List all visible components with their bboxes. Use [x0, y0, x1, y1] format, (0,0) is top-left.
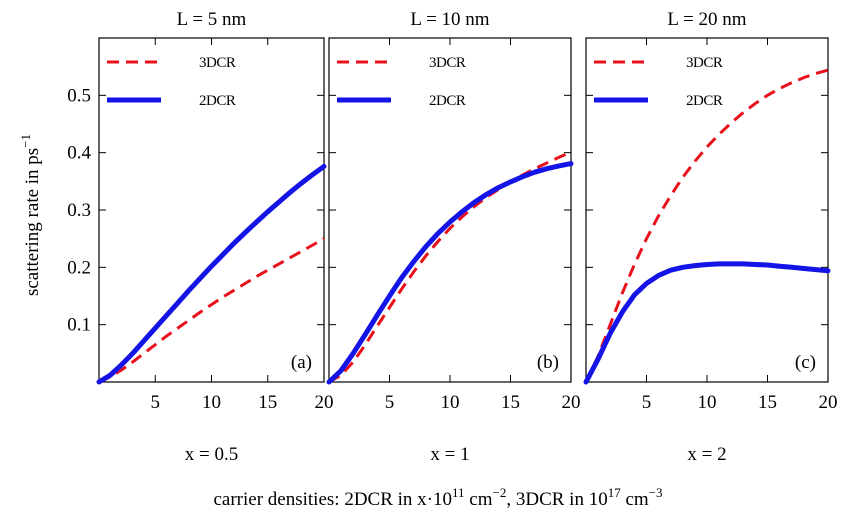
x-tick-label: 15 — [258, 392, 277, 413]
panel-parameter-label: x = 1 — [430, 444, 469, 465]
series-line-2dcr — [326, 161, 574, 385]
y-tick-label: 0.3 — [67, 200, 91, 221]
panel-title: L = 10 nm — [410, 9, 489, 30]
legend-label-3dcr: 3DCR — [686, 55, 723, 71]
series-line-3dcr — [584, 68, 829, 383]
panel-2: L = 10 nm 5 10 15 20 3DCR 2DCR (b) x = 1 — [326, 9, 581, 465]
legend-label-3dcr: 3DCR — [199, 55, 236, 71]
y-tick-label: 0.5 — [67, 85, 91, 106]
legend-label-2dcr: 2DCR — [199, 93, 236, 109]
x-tick-label: 10 — [698, 392, 717, 413]
x-tick-label: 5 — [385, 392, 395, 413]
y-tick-label: 0.1 — [67, 315, 91, 336]
chart-panels: L = 5 nm 5 10 15 20 0.1 0.2 0.3 0.4 0.5 3DCR 2DCR (a… — [67, 9, 837, 465]
y-axis-label: scattering rate in ps−1 — [18, 134, 43, 296]
x-tick-label: 5 — [642, 392, 652, 413]
series-line-2dcr — [96, 163, 327, 385]
panel-label: (c) — [795, 352, 816, 373]
plot-frame — [585, 37, 829, 383]
legend-label-2dcr: 2DCR — [429, 93, 466, 109]
x-tick-label: 15 — [501, 392, 520, 413]
panel-3: L = 20 nm 5 10 15 20 3DCR 2DCR (c) x = 2 — [583, 9, 838, 465]
x-tick-label: 10 — [441, 392, 460, 413]
plot-frame — [98, 37, 325, 383]
x-tick-label: 10 — [202, 392, 221, 413]
series-line-3dcr — [98, 237, 325, 384]
panel-1: L = 5 nm 5 10 15 20 0.1 0.2 0.3 0.4 0.5 3DCR 2DCR (a… — [67, 9, 333, 465]
legend-label-3dcr: 3DCR — [429, 55, 466, 71]
x-tick-label: 20 — [315, 392, 334, 413]
x-tick-label: 5 — [151, 392, 161, 413]
legend-label-2dcr: 2DCR — [686, 93, 723, 109]
y-tick-label: 0.2 — [67, 257, 91, 278]
x-tick-label: 20 — [819, 392, 838, 413]
series-line-2dcr — [583, 261, 831, 385]
panel-title: L = 20 nm — [667, 9, 746, 30]
x-tick-label: 20 — [562, 392, 581, 413]
panel-parameter-label: x = 0.5 — [185, 444, 238, 465]
panel-parameter-label: x = 2 — [687, 444, 726, 465]
panel-title: L = 5 nm — [177, 9, 247, 30]
panel-label: (a) — [291, 352, 312, 373]
series-line-3dcr — [328, 150, 572, 384]
y-tick-label: 0.4 — [67, 143, 91, 164]
panel-label: (b) — [537, 352, 559, 373]
x-tick-label: 15 — [758, 392, 777, 413]
x-axis-label: carrier densities: 2DCR in x·1011 cm−2, … — [213, 485, 662, 510]
